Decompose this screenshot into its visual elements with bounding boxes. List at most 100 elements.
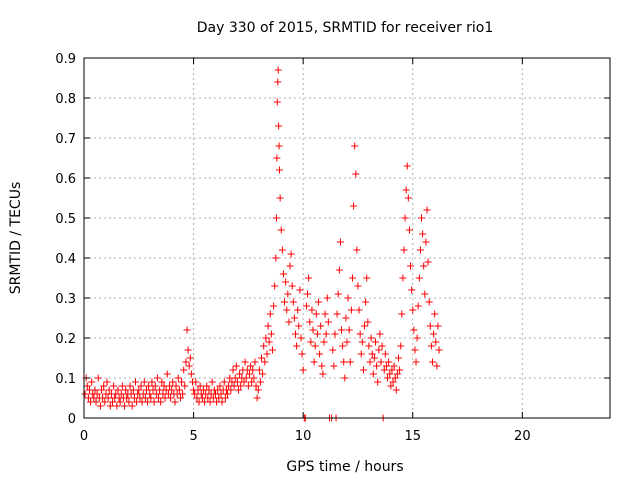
data-point [403, 162, 411, 170]
x-tick-label: 10 [295, 429, 312, 444]
data-point [253, 394, 261, 402]
data-point [426, 322, 434, 330]
data-point [232, 362, 240, 370]
data-point [404, 194, 412, 202]
data-point [247, 362, 255, 370]
data-point [104, 394, 112, 402]
data-point [192, 378, 200, 386]
data-point [217, 390, 225, 398]
data-point [203, 382, 211, 390]
data-point [395, 354, 403, 362]
data-point [351, 142, 359, 150]
data-point [302, 302, 310, 310]
data-point [323, 294, 331, 302]
data-point [151, 382, 159, 390]
data-point [229, 366, 237, 374]
data-point [169, 378, 177, 386]
data-point [377, 358, 385, 366]
data-point [320, 338, 328, 346]
data-point [411, 346, 419, 354]
data-point [168, 386, 176, 394]
data-point [88, 378, 96, 386]
data-point [150, 398, 158, 406]
data-point [399, 274, 407, 282]
data-point [146, 390, 154, 398]
data-point [390, 362, 398, 370]
data-point [273, 98, 281, 106]
data-point [434, 322, 442, 330]
data-point [347, 306, 355, 314]
data-point [231, 374, 239, 382]
data-point [338, 326, 346, 334]
data-point [132, 378, 140, 386]
data-point [236, 370, 244, 378]
data-point [105, 386, 113, 394]
data-point [145, 382, 153, 390]
data-point [361, 322, 369, 330]
y-tick-label: 0.7 [55, 132, 76, 147]
data-point [249, 366, 257, 374]
data-point [261, 358, 269, 366]
data-point [410, 326, 418, 334]
data-point [433, 362, 441, 370]
data-point [386, 370, 394, 378]
data-point [287, 250, 295, 258]
y-tick-label: 0.2 [55, 332, 76, 347]
data-point [263, 350, 271, 358]
data-point [165, 382, 173, 390]
data-point [275, 142, 283, 150]
data-point [230, 382, 238, 390]
data-point [335, 266, 343, 274]
data-point [110, 382, 118, 390]
data-point [295, 322, 303, 330]
data-point [157, 398, 165, 406]
data-point [96, 402, 104, 410]
data-point [365, 342, 373, 350]
data-point [184, 346, 192, 354]
data-point [358, 338, 366, 346]
data-point [216, 382, 224, 390]
data-point [275, 122, 283, 130]
data-point [333, 310, 341, 318]
data-point [391, 374, 399, 382]
data-point [144, 398, 152, 406]
data-point [196, 382, 204, 390]
data-point [191, 390, 199, 398]
data-point [378, 342, 386, 350]
data-point [262, 334, 270, 342]
data-point [156, 386, 164, 394]
data-point [405, 226, 413, 234]
data-point [113, 402, 121, 410]
data-point [281, 298, 289, 306]
data-point [227, 386, 235, 394]
data-point [293, 342, 301, 350]
data-point [242, 374, 250, 382]
data-point [305, 274, 313, 282]
data-point [397, 342, 405, 350]
data-point [307, 338, 315, 346]
data-point [368, 350, 376, 358]
data-point [125, 398, 133, 406]
data-point [260, 342, 268, 350]
data-point [106, 402, 114, 410]
data-point [248, 378, 256, 386]
data-point [206, 398, 214, 406]
data-point [420, 262, 428, 270]
data-point [352, 170, 360, 178]
data-point [432, 338, 440, 346]
data-point [220, 378, 228, 386]
data-point [310, 358, 318, 366]
data-point [139, 390, 147, 398]
data-point [341, 374, 349, 382]
data-point [273, 154, 281, 162]
data-point [271, 282, 279, 290]
data-point [114, 386, 122, 394]
data-point [353, 246, 361, 254]
data-point [123, 394, 131, 402]
y-tick-label: 0.8 [55, 92, 76, 107]
data-point [400, 246, 408, 254]
y-tick-label: 0.5 [55, 212, 76, 227]
data-point [270, 302, 278, 310]
data-point [435, 346, 443, 354]
data-point [284, 290, 292, 298]
